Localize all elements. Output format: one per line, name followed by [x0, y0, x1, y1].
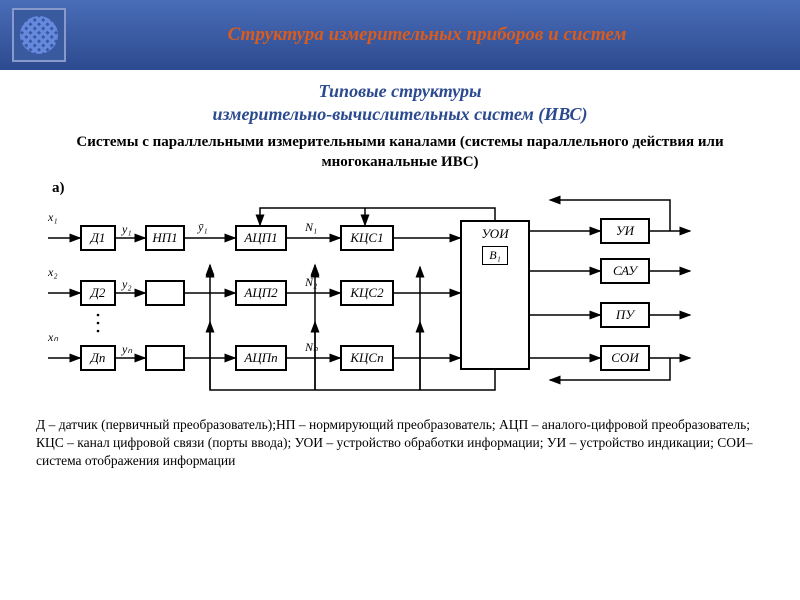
x-label-n: xₙ — [48, 330, 58, 345]
y-label-1: y₁ — [122, 222, 132, 237]
block-npn — [145, 345, 185, 371]
n-label-n: Nₙ — [305, 340, 318, 355]
block-adc1: АЦП1 — [235, 225, 287, 251]
block-ui: УИ — [600, 218, 650, 244]
block-soi: СОИ — [600, 345, 650, 371]
main-title: Структура измерительных приборов и систе… — [66, 24, 788, 46]
block-uoi: УОИ B₁ — [460, 220, 530, 370]
block-diagram: а) — [30, 180, 770, 410]
block-np1: НП1 — [145, 225, 185, 251]
block-sau: САУ — [600, 258, 650, 284]
subtitle: Типовые структуры измерительно-вычислите… — [20, 80, 780, 125]
block-dn: Дn — [80, 345, 116, 371]
subtitle-line1: Типовые структуры — [318, 81, 481, 101]
header-bar: Структура измерительных приборов и систе… — [0, 0, 800, 70]
uoi-label: УОИ — [481, 226, 508, 242]
y-label-n: yₙ — [122, 342, 132, 357]
panel-label: а) — [52, 180, 65, 197]
n-label-2: N₂ — [305, 275, 317, 290]
legend-text: Д – датчик (первичный преобразователь);Н… — [36, 416, 764, 471]
subtitle-line2: измерительно-вычислительных систем (ИВС) — [213, 104, 588, 124]
block-kcsn: КЦСn — [340, 345, 394, 371]
block-kcs1: КЦС1 — [340, 225, 394, 251]
x-label-1: x₁ — [48, 210, 58, 225]
y-label-2: y₂ — [122, 277, 132, 292]
uoi-sub: B₁ — [482, 246, 508, 265]
block-d1: Д1 — [80, 225, 116, 251]
block-adcn: АЦПn — [235, 345, 287, 371]
block-adc2: АЦП2 — [235, 280, 287, 306]
diagram-wires — [30, 180, 770, 410]
subheading: Системы с параллельными измерительными к… — [40, 133, 760, 172]
block-pu: ПУ — [600, 302, 650, 328]
ybar-label-1: ȳ₁ — [198, 220, 208, 235]
x-label-2: x₂ — [48, 265, 58, 280]
logo-icon — [12, 8, 66, 62]
n-label-1: N₁ — [305, 220, 317, 235]
block-np2 — [145, 280, 185, 306]
block-kcs2: КЦС2 — [340, 280, 394, 306]
block-d2: Д2 — [80, 280, 116, 306]
